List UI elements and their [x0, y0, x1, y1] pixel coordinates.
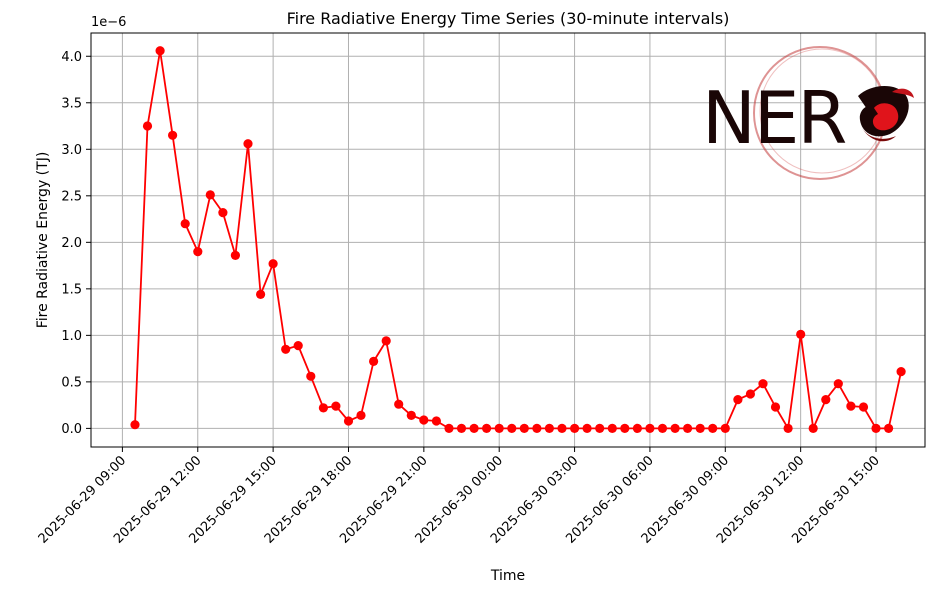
data-point [381, 336, 391, 346]
data-point [896, 367, 906, 377]
data-point [431, 416, 441, 426]
data-point [456, 423, 467, 433]
data-point [519, 423, 529, 433]
data-point [268, 259, 278, 269]
data-point [770, 402, 781, 412]
data-point [570, 423, 580, 433]
data-point [256, 289, 266, 299]
data-point [507, 423, 517, 433]
grid-lines [91, 33, 925, 447]
y-tick-label: 1.0 [61, 329, 82, 344]
data-point [532, 423, 542, 433]
data-point [356, 410, 366, 420]
y-tick-label: 2.5 [61, 189, 82, 204]
data-point [218, 208, 228, 218]
data-point [130, 420, 140, 430]
data-point [494, 423, 504, 433]
chart-title: Fire Radiative Energy Time Series (30-mi… [287, 9, 730, 28]
data-point [155, 46, 165, 56]
data-point [858, 402, 869, 412]
data-point [419, 415, 429, 425]
data-point [758, 379, 768, 389]
data-point [142, 121, 153, 131]
y-tick-label: 4.0 [61, 50, 82, 65]
y-axis: 0.0 0.5 1.0 1.5 2.0 2.5 3.0 3.5 4.0 [61, 50, 91, 437]
data-point [544, 423, 555, 433]
data-point [607, 423, 617, 433]
logo-text: NER [702, 76, 845, 160]
y-tick-label: 0.5 [61, 375, 82, 390]
y-tick-label: 2.0 [61, 236, 82, 251]
data-point [720, 423, 730, 433]
x-axis-label: Time [490, 568, 525, 584]
data-point [331, 401, 341, 411]
data-point [833, 379, 843, 389]
data-point [808, 423, 818, 433]
data-point [306, 371, 316, 381]
y-axis-label: Fire Radiative Energy (TJ) [35, 152, 51, 329]
data-point [884, 423, 894, 433]
data-point [582, 423, 592, 433]
data-point [632, 423, 643, 433]
logo-flame-icon [858, 85, 914, 142]
series-layer [130, 46, 906, 433]
data-point [230, 250, 240, 260]
data-point [243, 139, 253, 149]
data-point [657, 423, 668, 433]
data-point [796, 329, 806, 339]
y-offset-label: 1e−6 [91, 15, 126, 30]
plot-frame [90, 32, 926, 448]
data-point [293, 341, 303, 351]
data-point [343, 416, 354, 426]
data-point [369, 356, 379, 366]
data-point [695, 423, 705, 433]
data-point [846, 401, 856, 411]
y-tick-label: 3.0 [61, 143, 82, 158]
data-point [394, 399, 404, 409]
data-point [482, 423, 492, 433]
data-point [168, 130, 178, 140]
data-point [670, 423, 680, 433]
data-point [745, 389, 756, 399]
nero-logo: NER [702, 46, 914, 180]
y-tick-label: 0.0 [61, 422, 82, 437]
data-point [205, 190, 215, 200]
data-point [783, 423, 793, 433]
data-point [595, 423, 605, 433]
data-point [871, 423, 881, 433]
data-point [733, 395, 743, 405]
data-point [469, 423, 479, 433]
data-point [620, 423, 630, 433]
y-tick-label: 3.5 [61, 96, 82, 111]
data-point [180, 219, 190, 229]
data-point [406, 410, 416, 420]
data-point [821, 395, 831, 405]
y-tick-label: 1.5 [61, 282, 82, 297]
data-point [557, 423, 567, 433]
data-point [444, 423, 454, 433]
data-point [645, 423, 655, 433]
data-point [708, 423, 718, 433]
data-point [318, 403, 328, 413]
data-point [193, 247, 203, 257]
data-point [281, 344, 291, 354]
data-point [683, 423, 693, 433]
